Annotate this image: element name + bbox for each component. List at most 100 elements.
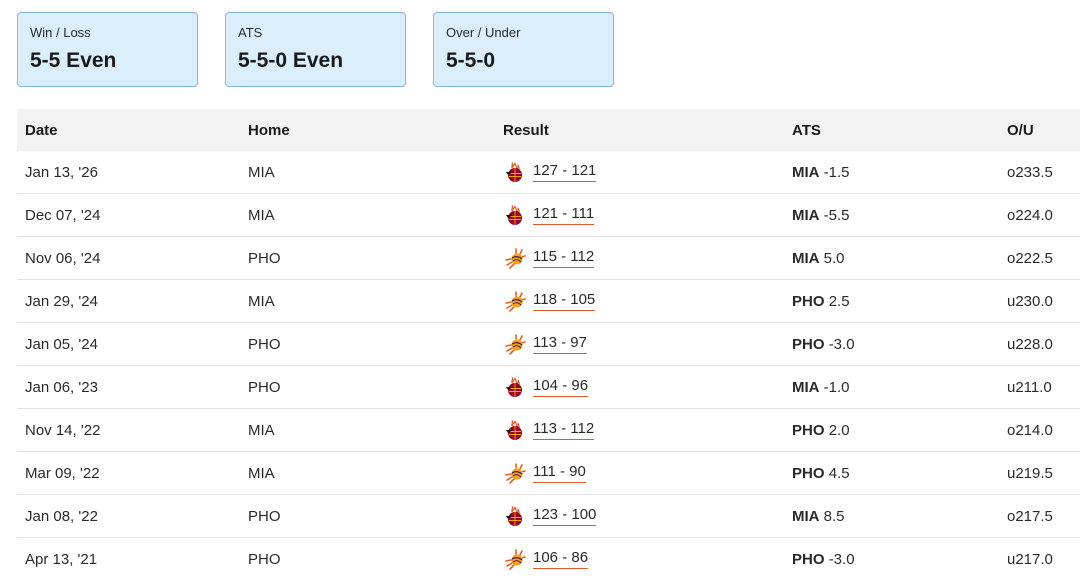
table-row: Nov 06, '24 PHO 115 - 112 MIA 5.0 o222.5	[17, 237, 1080, 280]
game-date: Jan 08, '22	[25, 507, 98, 525]
score-link[interactable]: 113 - 97	[533, 334, 587, 354]
home-team: PHO	[248, 507, 281, 525]
score-link[interactable]: 111 - 90	[533, 463, 586, 483]
score-link[interactable]: 118 - 105	[533, 291, 596, 311]
result-cell: 121 - 111	[495, 203, 784, 227]
table-body: Jan 13, '26 MIA 127 - 121 MIA -1.5 o233.…	[17, 151, 1080, 580]
card-label: Win / Loss	[30, 25, 91, 40]
suns-logo-icon	[503, 289, 527, 313]
score-link[interactable]: 113 - 112	[533, 420, 595, 440]
over-under-value: u230.0	[1007, 292, 1053, 310]
ats-team: MIA	[792, 507, 820, 525]
card-label: ATS	[238, 25, 263, 40]
card-label: Over / Under	[446, 25, 521, 40]
over-under-value: o222.5	[1007, 249, 1053, 267]
over-under-value: o233.5	[1007, 163, 1053, 181]
table-row: Mar 09, '22 MIA 111 - 90 PHO 4.5 u219.5	[17, 452, 1080, 495]
ats-cell: PHO 4.5	[784, 465, 999, 482]
ats-team: PHO	[792, 550, 825, 568]
over-under-value: u217.0	[1007, 550, 1053, 568]
ats-cell: MIA -5.5	[784, 207, 999, 224]
table-row: Apr 13, '21 PHO 106 - 86 PHO -3.0 u217.0	[17, 538, 1080, 580]
ats-team: MIA	[792, 163, 820, 181]
header-home[interactable]: Home	[248, 121, 290, 139]
header-result[interactable]: Result	[503, 121, 549, 139]
suns-logo-icon	[503, 246, 527, 270]
home-team: MIA	[248, 464, 275, 482]
ats-line: 5.0	[823, 249, 845, 267]
heat-logo-icon	[503, 203, 527, 227]
suns-logo-icon	[503, 461, 527, 485]
table-row: Jan 05, '24 PHO 113 - 97 PHO -3.0 u228.0	[17, 323, 1080, 366]
score-link[interactable]: 104 - 96	[533, 377, 589, 397]
ats-line: 2.5	[828, 292, 850, 310]
ats-line: -5.5	[823, 206, 850, 224]
over-under-value: u228.0	[1007, 335, 1053, 353]
heat-logo-icon	[503, 418, 527, 442]
game-date: Jan 05, '24	[25, 335, 98, 353]
home-team: PHO	[248, 378, 281, 396]
over-under-value: u219.5	[1007, 464, 1053, 482]
result-cell: 113 - 112	[495, 418, 784, 442]
ats-line: -3.0	[828, 550, 855, 568]
game-date: Jan 29, '24	[25, 292, 98, 310]
suns-logo-icon	[503, 332, 527, 356]
ats-line: 4.5	[828, 464, 850, 482]
ats-line: -1.5	[823, 163, 850, 181]
table-header: Date Home Result ATS O/U	[17, 109, 1080, 151]
score-link[interactable]: 123 - 100	[533, 506, 597, 526]
header-ou[interactable]: O/U	[1007, 121, 1034, 139]
ats-team: PHO	[792, 292, 825, 310]
score-link[interactable]: 106 - 86	[533, 549, 589, 569]
ats-team: MIA	[792, 249, 820, 267]
ats-cell: MIA 8.5	[784, 508, 999, 525]
ats-team: PHO	[792, 421, 825, 439]
ats-team: MIA	[792, 206, 820, 224]
ats-cell: PHO 2.5	[784, 293, 999, 310]
home-team: MIA	[248, 292, 275, 310]
table-row: Jan 29, '24 MIA 118 - 105 PHO 2.5 u230.0	[17, 280, 1080, 323]
ats-cell: MIA -1.0	[784, 379, 999, 396]
game-date: Mar 09, '22	[25, 464, 100, 482]
result-cell: 115 - 112	[495, 246, 784, 270]
over-under-value: u211.0	[1007, 378, 1052, 396]
score-link[interactable]: 115 - 112	[533, 248, 595, 268]
table-row: Jan 08, '22 PHO 123 - 100 MIA 8.5 o217.5	[17, 495, 1080, 538]
home-team: MIA	[248, 206, 275, 224]
header-ats[interactable]: ATS	[792, 121, 821, 139]
over-under-value: o224.0	[1007, 206, 1053, 224]
ats-cell: PHO -3.0	[784, 551, 999, 568]
result-cell: 118 - 105	[495, 289, 784, 313]
summary-card-over-under: Over / Under 5-5-0	[433, 12, 614, 87]
heat-logo-icon	[503, 160, 527, 184]
ats-line: -1.0	[823, 378, 850, 396]
heat-logo-icon	[503, 504, 527, 528]
ats-team: MIA	[792, 378, 820, 396]
result-cell: 111 - 90	[495, 461, 784, 485]
game-date: Jan 06, '23	[25, 378, 98, 396]
ats-line: -3.0	[828, 335, 855, 353]
header-date[interactable]: Date	[25, 121, 58, 139]
heat-logo-icon	[503, 375, 527, 399]
game-date: Dec 07, '24	[25, 206, 101, 224]
over-under-value: o217.5	[1007, 507, 1053, 525]
summary-card-win-loss: Win / Loss 5-5 Even	[17, 12, 198, 87]
ats-team: PHO	[792, 464, 825, 482]
summary-cards: Win / Loss 5-5 Even ATS 5-5-0 Even Over …	[17, 12, 614, 87]
ats-cell: PHO 2.0	[784, 422, 999, 439]
ats-cell: MIA 5.0	[784, 250, 999, 267]
ats-cell: PHO -3.0	[784, 336, 999, 353]
game-date: Nov 14, '22	[25, 421, 101, 439]
ats-team: PHO	[792, 335, 825, 353]
over-under-value: o214.0	[1007, 421, 1053, 439]
card-value: 5-5 Even	[30, 49, 117, 72]
score-link[interactable]: 121 - 111	[533, 205, 595, 225]
home-team: MIA	[248, 421, 275, 439]
score-link[interactable]: 127 - 121	[533, 162, 597, 182]
game-date: Nov 06, '24	[25, 249, 101, 267]
home-team: MIA	[248, 163, 275, 181]
game-date: Jan 13, '26	[25, 163, 98, 181]
ats-line: 2.0	[828, 421, 850, 439]
result-cell: 106 - 86	[495, 547, 784, 571]
ats-cell: MIA -1.5	[784, 164, 999, 181]
